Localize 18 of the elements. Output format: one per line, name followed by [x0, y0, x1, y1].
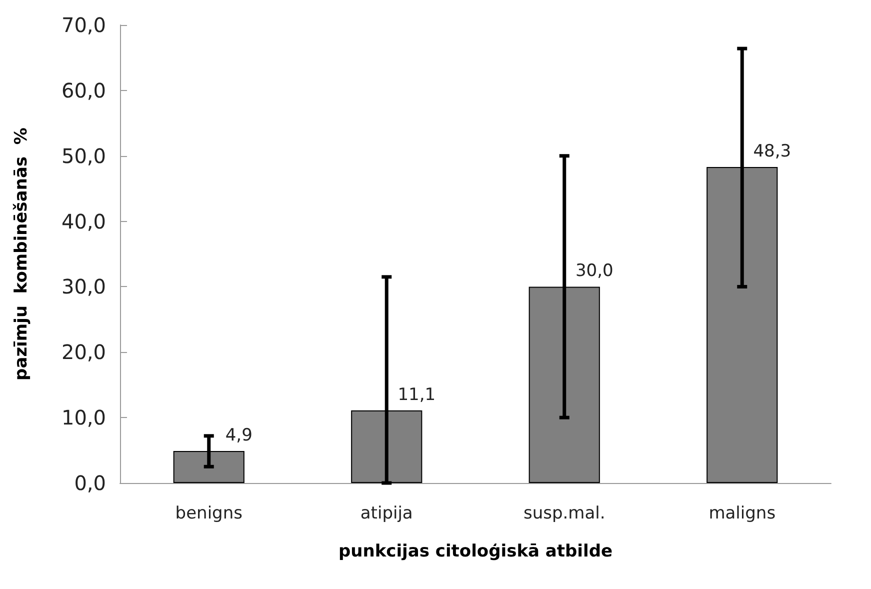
data-label: 11,1 — [398, 384, 436, 405]
x-tick-label: benigns — [175, 504, 243, 524]
y-tick-label: 70,0 — [61, 13, 106, 37]
x-axis-title: punkcijas citoloģiskā atbilde — [338, 542, 613, 562]
y-tick-label: 40,0 — [61, 209, 106, 234]
y-tick-label: 30,0 — [61, 274, 106, 299]
y-tick-label: 0,0 — [74, 471, 106, 495]
data-label: 4,9 — [225, 425, 252, 446]
x-tick-label: maligns — [708, 504, 776, 524]
data-label: 48,3 — [753, 141, 792, 162]
y-tick-label: 10,0 — [61, 406, 106, 430]
x-tick-label: atipija — [360, 504, 413, 524]
y-tick-label: 50,0 — [61, 144, 106, 168]
y-axis-title: pazīmju kombinēšanās % — [12, 128, 32, 380]
y-tick-label: 60,0 — [61, 78, 106, 102]
x-tick-label: susp.mal. — [523, 504, 606, 524]
y-tick-label: 20,0 — [61, 340, 106, 364]
data-label: 30,0 — [575, 261, 614, 282]
